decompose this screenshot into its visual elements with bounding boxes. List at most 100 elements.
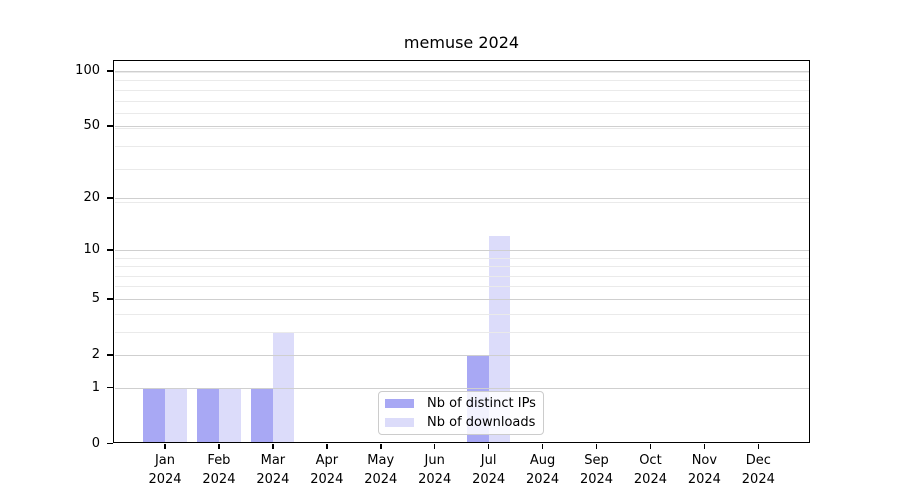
x-tick-label-mar: Mar 2024 <box>241 451 305 489</box>
x-tick-month: Dec <box>745 452 771 468</box>
x-tick-label-apr: Apr 2024 <box>295 451 359 489</box>
x-tick-label-aug: Aug 2024 <box>511 451 575 489</box>
legend: Nb of distinct IPs Nb of downloads <box>378 391 544 435</box>
legend-item-distinct-ips: Nb of distinct IPs <box>385 396 536 411</box>
x-tick-year: 2024 <box>418 471 452 487</box>
y-tick-label-20: 20 <box>83 189 100 205</box>
x-tick-month: Oct <box>639 452 662 468</box>
x-tick-mark-sep <box>595 443 598 449</box>
x-tick-mark-apr <box>326 443 328 449</box>
x-tick-mark-aug <box>541 443 544 449</box>
y-tick-mark-1 <box>107 386 113 389</box>
x-tick-label-jan: Jan 2024 <box>133 451 197 489</box>
legend-label-distinct-ips: Nb of distinct IPs <box>427 396 536 411</box>
gridline-minor-79 <box>115 89 809 91</box>
x-tick-year: 2024 <box>256 471 290 487</box>
legend-item-downloads: Nb of downloads <box>385 415 535 430</box>
x-tick-year: 2024 <box>633 471 667 487</box>
x-tick-mark-dec <box>757 443 760 449</box>
x-tick-year: 2024 <box>202 471 236 487</box>
x-tick-label-jul: Jul 2024 <box>457 451 521 489</box>
x-tick-year: 2024 <box>579 471 614 487</box>
gridline-major-2 <box>115 354 809 356</box>
y-tick-mark-20 <box>107 196 113 199</box>
x-tick-mark-jun <box>433 443 436 449</box>
gridline-major-20 <box>115 197 809 199</box>
gridline-major-100 <box>115 70 809 72</box>
x-tick-month: May <box>367 452 395 468</box>
legend-swatch-downloads <box>385 418 414 427</box>
y-tick-mark-100 <box>107 70 113 72</box>
y-tick-label-50: 50 <box>83 118 100 134</box>
y-tick-label-10: 10 <box>83 241 100 257</box>
gridline-major-50 <box>115 126 809 128</box>
gridline-minor-9 <box>115 257 809 259</box>
bar-ips-mar <box>251 387 273 443</box>
x-tick-month: Apr <box>315 452 339 468</box>
gridline-minor-29 <box>115 168 809 170</box>
gridline-major-5 <box>115 298 809 300</box>
bar-ips-feb <box>197 387 219 443</box>
y-tick-mark-50 <box>107 125 113 127</box>
gridline-minor-49 <box>115 127 809 129</box>
legend-label-downloads: Nb of downloads <box>427 415 536 430</box>
x-tick-label-may: May 2024 <box>349 451 413 489</box>
gridline-minor-59 <box>115 113 809 115</box>
gridline-minor-89 <box>115 80 809 82</box>
x-tick-mark-jan <box>164 443 166 449</box>
x-tick-label-nov: Nov 2024 <box>672 451 736 489</box>
bar-downloads-mar <box>272 331 295 443</box>
y-tick-label-0: 0 <box>91 435 100 451</box>
x-tick-year: 2024 <box>526 471 560 487</box>
x-tick-label-sep: Sep 2024 <box>565 451 629 489</box>
x-tick-month: Jun <box>424 452 445 468</box>
y-tick-label-5: 5 <box>91 290 100 306</box>
x-tick-month: Mar <box>260 452 286 468</box>
x-tick-mark-mar <box>272 443 274 449</box>
gridline-minor-8 <box>115 266 809 268</box>
x-tick-year: 2024 <box>472 471 506 487</box>
gridline-minor-4 <box>115 313 809 315</box>
gridline-minor-3 <box>115 331 809 333</box>
bar-ips-jan <box>143 387 165 443</box>
bar-downloads-jul <box>488 236 511 443</box>
gridline-minor-7 <box>115 275 809 277</box>
gridline-minor-19 <box>115 201 809 203</box>
gridline-minor-39 <box>115 145 809 147</box>
bar-downloads-feb <box>218 387 241 443</box>
gridline-minor-6 <box>115 286 809 288</box>
x-tick-label-oct: Oct 2024 <box>618 451 682 489</box>
gridline-major-1 <box>115 387 809 389</box>
x-tick-month: Aug <box>529 452 556 468</box>
x-tick-mark-may <box>379 443 382 449</box>
y-tick-label-1: 1 <box>91 379 100 395</box>
y-tick-mark-0 <box>107 442 113 445</box>
y-tick-mark-10 <box>107 249 113 251</box>
plot-border <box>113 60 810 443</box>
y-tick-label-2: 2 <box>91 346 100 362</box>
x-tick-month: Jan <box>154 452 176 468</box>
y-tick-mark-2 <box>107 354 113 356</box>
x-tick-mark-feb <box>218 443 220 449</box>
chart-title: memuse 2024 <box>403 33 520 52</box>
x-tick-month: Nov <box>691 452 718 468</box>
x-tick-year: 2024 <box>687 471 721 487</box>
x-tick-mark-nov <box>703 443 706 449</box>
x-tick-month: Jul <box>480 452 497 468</box>
legend-swatch-distinct-ips <box>385 399 414 408</box>
x-tick-year: 2024 <box>741 471 775 487</box>
x-tick-label-feb: Feb 2024 <box>187 451 251 489</box>
bar-downloads-jan <box>165 387 187 443</box>
x-tick-mark-jul <box>487 443 490 449</box>
x-tick-month: Sep <box>584 452 609 468</box>
gridline-minor-99 <box>115 71 809 73</box>
x-tick-label-dec: Dec 2024 <box>726 451 790 489</box>
x-tick-year: 2024 <box>364 471 398 487</box>
gridline-major-10 <box>115 249 809 251</box>
x-tick-label-jun: Jun 2024 <box>403 451 467 489</box>
y-tick-mark-5 <box>107 298 113 300</box>
gridline-minor-69 <box>115 100 809 102</box>
